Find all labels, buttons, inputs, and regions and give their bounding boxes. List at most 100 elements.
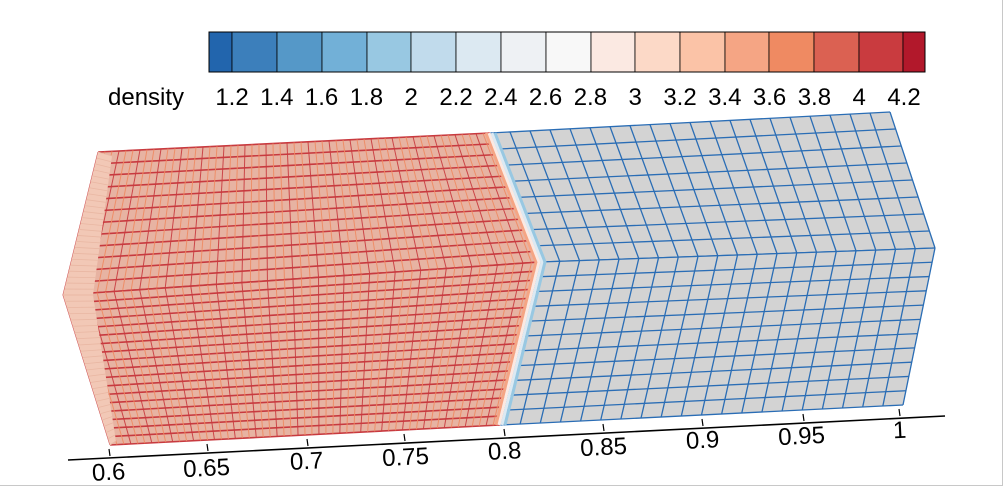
colorbar-tick-label: 1.6 bbox=[305, 84, 338, 111]
mesh-line bbox=[139, 148, 162, 290]
dense-front-face bbox=[62, 261, 541, 446]
mesh-line bbox=[92, 175, 109, 180]
mesh-line bbox=[74, 246, 100, 250]
mesh-line bbox=[80, 223, 103, 226]
mesh-line bbox=[869, 112, 916, 249]
mesh-line bbox=[105, 428, 115, 433]
mesh-line bbox=[190, 286, 215, 440]
mesh-line bbox=[109, 440, 117, 446]
mesh-line bbox=[147, 289, 181, 442]
mesh-line bbox=[293, 142, 302, 279]
mesh-line bbox=[198, 146, 211, 286]
shock-band bbox=[487, 132, 541, 426]
colorbar-tick-label: 3.4 bbox=[708, 84, 741, 111]
mesh-line bbox=[353, 274, 362, 433]
mesh-line bbox=[349, 139, 371, 274]
mesh-line bbox=[283, 279, 292, 436]
mesh-line bbox=[275, 280, 285, 437]
colorbar-bin bbox=[590, 31, 636, 73]
mesh-line bbox=[640, 256, 679, 419]
mesh-line bbox=[300, 142, 311, 278]
mesh-line bbox=[408, 269, 430, 430]
mesh-line bbox=[122, 290, 160, 443]
colorbar-bin bbox=[366, 31, 412, 73]
mesh-line bbox=[232, 283, 250, 438]
mesh-line bbox=[72, 325, 98, 327]
colorbar-bin bbox=[455, 31, 502, 73]
mesh-line bbox=[475, 133, 524, 264]
colorbar-tick-labels: 1.2 1.4 1.6 1.8 2 2.2 2.4 2.6 2.8 3 3.2 3.4 3.6 3.8 4 4… bbox=[215, 84, 920, 111]
mesh-line bbox=[482, 133, 532, 263]
mesh-line bbox=[700, 254, 739, 416]
mesh-line bbox=[71, 258, 98, 261]
mesh-line bbox=[156, 288, 188, 442]
mesh-line bbox=[384, 137, 413, 271]
mesh-line bbox=[107, 434, 116, 440]
mesh-line bbox=[485, 263, 524, 426]
mesh-line bbox=[130, 290, 167, 443]
mesh-line bbox=[419, 136, 456, 269]
mesh-line bbox=[301, 278, 306, 436]
mesh-line bbox=[509, 131, 561, 262]
colorbar-bin bbox=[634, 31, 681, 73]
colorbar-tick-label: 1.8 bbox=[350, 84, 383, 111]
mesh-line bbox=[902, 247, 936, 406]
mesh-line bbox=[241, 144, 246, 283]
mesh-line bbox=[781, 252, 818, 412]
mesh-line bbox=[862, 249, 897, 408]
mesh-line bbox=[190, 146, 204, 287]
x-axis-tick bbox=[802, 413, 805, 422]
mesh-line bbox=[249, 144, 253, 283]
mesh-line bbox=[279, 143, 285, 280]
colorbar-tick-label: 2.4 bbox=[484, 84, 517, 111]
mesh-line bbox=[429, 267, 456, 429]
colorbar-bin bbox=[410, 31, 457, 73]
mesh-line bbox=[882, 248, 916, 407]
mesh-line bbox=[81, 217, 104, 221]
x-axis-tick bbox=[306, 438, 309, 447]
colorbar bbox=[208, 31, 926, 73]
mesh-line bbox=[73, 252, 99, 255]
mesh-line bbox=[96, 398, 110, 402]
mesh-line bbox=[100, 410, 112, 415]
mesh-line bbox=[339, 275, 345, 434]
shock-band bbox=[493, 132, 547, 426]
mesh-line bbox=[370, 138, 396, 273]
mesh-line bbox=[391, 137, 422, 271]
colorbar-bin bbox=[321, 31, 368, 73]
x-axis-tick-label: 1 bbox=[892, 417, 907, 445]
mesh-line bbox=[821, 250, 857, 410]
colorbar-bin bbox=[231, 31, 278, 73]
mesh-line bbox=[709, 121, 758, 255]
mesh-line bbox=[258, 281, 271, 437]
x-axis-tick bbox=[108, 448, 111, 457]
end-face-fill bbox=[63, 152, 116, 445]
mesh-line bbox=[224, 145, 232, 284]
mesh-line bbox=[105, 150, 134, 293]
mesh-line bbox=[314, 141, 328, 277]
mesh-line bbox=[363, 139, 388, 273]
mesh-line bbox=[589, 127, 640, 259]
mesh-volume bbox=[62, 111, 936, 446]
x-axis-tick bbox=[403, 433, 406, 442]
mesh-line bbox=[464, 264, 498, 427]
mesh-line bbox=[265, 143, 268, 281]
mesh-line bbox=[519, 261, 561, 425]
mesh-line bbox=[889, 111, 936, 249]
mesh-line bbox=[741, 253, 778, 414]
mesh-line bbox=[139, 289, 174, 442]
mesh-line bbox=[335, 140, 354, 276]
mesh-line bbox=[103, 422, 114, 427]
mesh-line bbox=[96, 150, 127, 293]
mesh-line bbox=[68, 270, 97, 273]
shock-band bbox=[490, 132, 544, 426]
mesh-line bbox=[841, 249, 877, 409]
mesh-line bbox=[74, 331, 99, 333]
mesh-line bbox=[381, 271, 396, 432]
mesh-line bbox=[90, 379, 107, 383]
mesh-line bbox=[198, 285, 222, 440]
mesh-line bbox=[86, 367, 105, 371]
shock-band bbox=[484, 132, 538, 426]
mesh-line bbox=[549, 129, 600, 261]
mesh-line bbox=[398, 137, 430, 270]
